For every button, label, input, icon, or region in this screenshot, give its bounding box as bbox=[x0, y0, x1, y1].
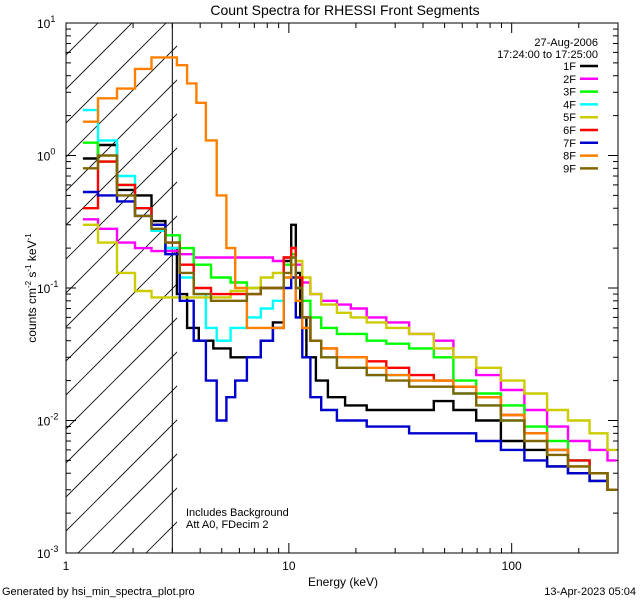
y-tick-label: 101 bbox=[37, 14, 55, 31]
date-label: 27-Aug-2006 bbox=[534, 37, 598, 49]
annotation-attenuator: Att A0, FDecim 2 bbox=[186, 519, 269, 531]
hatch-line bbox=[66, 351, 177, 464]
y-axis-label: counts cm-2 s-1 keV-1 bbox=[24, 233, 39, 343]
ylabel-s: s bbox=[25, 272, 39, 281]
y-tick-exponent: -1 bbox=[50, 279, 58, 289]
series-line-7F bbox=[82, 190, 617, 491]
series-line-5F bbox=[82, 223, 617, 452]
y-tick-exponent: -2 bbox=[50, 412, 58, 422]
hatch-line bbox=[66, 45, 177, 158]
hatch-line bbox=[66, 181, 177, 294]
x-tick-labels: 1 10 100 bbox=[63, 559, 522, 573]
hatch-line bbox=[0, 0, 100, 553]
y-tick-base: 10 bbox=[37, 282, 51, 296]
y-tick-exponent: 1 bbox=[50, 14, 55, 24]
ylabel-kev: keV bbox=[25, 240, 39, 264]
legend-label: 1F bbox=[563, 61, 576, 73]
hatch-line bbox=[66, 419, 177, 532]
x-tick-label: 10 bbox=[282, 559, 296, 573]
hatch-line bbox=[66, 147, 177, 260]
hatch-line bbox=[0, 0, 134, 553]
y-tick-base: 10 bbox=[37, 547, 51, 561]
axis-ticks bbox=[65, 22, 619, 554]
chart-title: Count Spectra for RHESSI Front Segments bbox=[210, 2, 479, 18]
x-tick-label: 1 bbox=[63, 559, 70, 573]
footer-timestamp: 13-Apr-2023 05:04 bbox=[544, 586, 636, 598]
y-tick-exponent: 0 bbox=[50, 147, 55, 157]
legend-label: 6F bbox=[563, 125, 576, 137]
legend-label: 3F bbox=[563, 87, 576, 99]
legend-label: 8F bbox=[563, 151, 576, 163]
annotation-background: Includes Background bbox=[186, 507, 289, 519]
time-range-label: 17:24:00 to 17:25:00 bbox=[497, 49, 598, 61]
hatch-line bbox=[66, 23, 167, 124]
series-line-8F bbox=[82, 56, 617, 491]
y-tick-label: 10-1 bbox=[37, 279, 58, 296]
ylabel-sup-s: -1 bbox=[24, 264, 33, 272]
series-line-9F bbox=[82, 154, 617, 491]
ylabel-sup-cm: -2 bbox=[24, 280, 33, 288]
y-tick-base: 10 bbox=[37, 415, 51, 429]
hatch-line bbox=[77, 453, 177, 553]
y-tick-base: 10 bbox=[37, 150, 51, 164]
attenuated-region-hatch bbox=[0, 0, 177, 553]
series-line-3F bbox=[82, 141, 617, 491]
plot-frame bbox=[65, 22, 619, 554]
y-tick-label: 10-2 bbox=[37, 412, 58, 429]
hatch-line bbox=[66, 23, 133, 90]
legend-label: 2F bbox=[563, 74, 576, 86]
footer-generated-by: Generated by hsi_min_spectra_plot.pro bbox=[2, 586, 195, 598]
legend-label: 5F bbox=[563, 112, 576, 124]
hatch-line bbox=[66, 283, 177, 396]
hatch-line bbox=[66, 215, 177, 328]
ylabel-sup-kev: -1 bbox=[24, 233, 33, 241]
y-tick-base: 10 bbox=[37, 17, 51, 31]
legend-label: 7F bbox=[563, 138, 576, 150]
legend-label: 4F bbox=[563, 99, 576, 111]
legend-label: 9F bbox=[563, 163, 576, 175]
series-line-2F bbox=[82, 218, 617, 462]
y-tick-label: 100 bbox=[37, 147, 55, 164]
x-axis-label: Energy (keV) bbox=[308, 575, 378, 589]
hatch-line bbox=[66, 79, 177, 192]
x-tick-label: 100 bbox=[502, 559, 522, 573]
hatch-line bbox=[66, 385, 177, 498]
ylabel-main: counts cm bbox=[25, 288, 39, 343]
y-tick-label: 10-3 bbox=[37, 544, 58, 561]
y-tick-exponent: -3 bbox=[50, 544, 58, 554]
hatch-line bbox=[66, 249, 177, 362]
series-group bbox=[82, 56, 617, 491]
hatch-line bbox=[66, 23, 99, 56]
